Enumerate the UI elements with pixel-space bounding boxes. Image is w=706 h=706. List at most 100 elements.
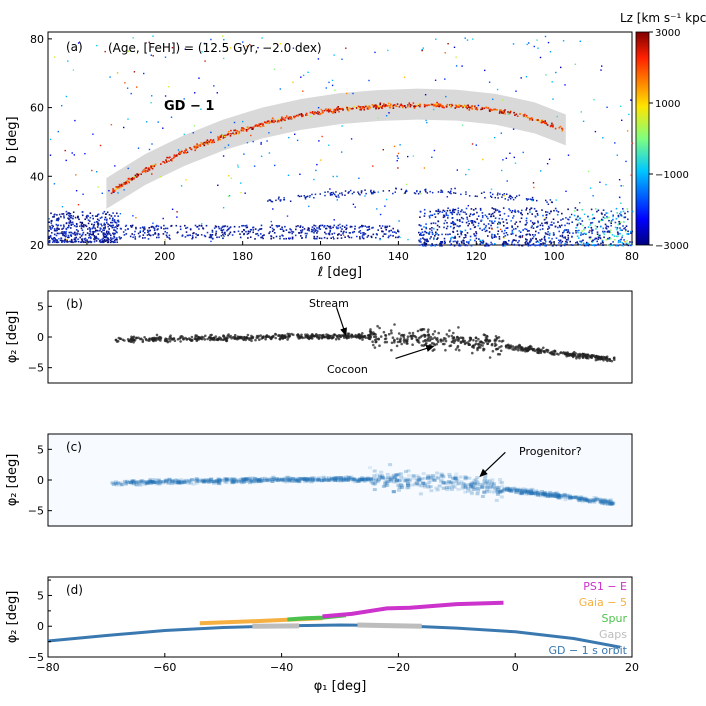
- density-cell: [454, 480, 459, 484]
- stream-star: [156, 338, 160, 341]
- stream-star: [454, 104, 457, 106]
- star-point: [566, 222, 569, 225]
- stream-star: [271, 121, 273, 123]
- star-point: [449, 191, 451, 194]
- star-point: [147, 238, 150, 240]
- density-cell: [243, 477, 248, 481]
- star-point: [260, 155, 263, 157]
- star-point: [421, 49, 423, 52]
- stream-star: [359, 108, 362, 110]
- star-point: [252, 231, 254, 234]
- star-point: [97, 233, 100, 235]
- density-cell: [285, 478, 289, 482]
- density-cell: [475, 476, 480, 480]
- stream-star: [374, 104, 376, 107]
- density-cell: [300, 477, 305, 481]
- density-cell: [407, 479, 412, 483]
- star-point: [619, 241, 622, 243]
- stream-star: [320, 108, 323, 111]
- density-cell: [369, 477, 374, 481]
- stream-star: [169, 334, 172, 338]
- stream-star: [561, 129, 564, 132]
- density-cell: [586, 499, 591, 502]
- density-cell: [388, 478, 393, 482]
- stream-star: [126, 180, 129, 182]
- star-point: [520, 77, 522, 79]
- density-cell: [256, 478, 261, 482]
- stream-star: [259, 123, 262, 125]
- star-point: [432, 222, 435, 224]
- star-point: [146, 121, 148, 123]
- star-point: [95, 237, 98, 240]
- stream-star: [168, 160, 170, 162]
- density-cell: [372, 488, 377, 492]
- star-point: [520, 244, 523, 247]
- star-point: [359, 230, 362, 232]
- star-point: [260, 224, 263, 227]
- density-cell: [304, 477, 309, 481]
- star-point: [544, 242, 546, 245]
- star-point: [526, 233, 528, 236]
- stream-star: [366, 336, 370, 340]
- density-cell: [368, 466, 372, 470]
- density-cell: [294, 478, 299, 482]
- star-point: [299, 225, 302, 227]
- star-point: [446, 225, 449, 228]
- density-cell: [475, 483, 480, 486]
- star-point: [318, 227, 320, 230]
- density-cell: [458, 475, 463, 479]
- star-point: [215, 230, 218, 233]
- stream-star: [227, 133, 230, 135]
- star-point: [117, 215, 119, 217]
- star-point: [163, 228, 165, 230]
- density-cell: [461, 485, 466, 489]
- star-point: [458, 235, 461, 238]
- stream-star: [549, 125, 552, 128]
- star-point: [387, 49, 389, 52]
- star-point: [392, 192, 394, 195]
- density-cell: [526, 490, 530, 494]
- star-point: [579, 217, 581, 220]
- star-point: [62, 227, 65, 230]
- star-point: [602, 137, 604, 139]
- stream-star: [247, 128, 249, 131]
- star-point: [375, 233, 378, 235]
- star-point: [466, 216, 468, 219]
- star-point: [551, 237, 553, 240]
- density-cell: [167, 478, 172, 482]
- density-cell: [543, 492, 547, 496]
- star-point: [354, 225, 356, 228]
- star-point: [144, 237, 146, 239]
- density-cell: [389, 475, 394, 479]
- stream-star: [417, 103, 420, 106]
- star-point: [107, 241, 110, 244]
- stream-star: [504, 113, 506, 115]
- density-cell: [545, 492, 550, 496]
- stream-star: [526, 346, 530, 350]
- stream-band: [106, 88, 566, 209]
- density-cell: [411, 474, 416, 478]
- density-cell: [280, 478, 285, 481]
- star-point: [388, 112, 390, 114]
- star-point: [614, 142, 616, 144]
- density-cell: [201, 480, 206, 484]
- stream-star: [262, 123, 264, 125]
- density-cell: [611, 501, 616, 505]
- star-point: [337, 224, 340, 227]
- star-point: [151, 173, 153, 175]
- star-point: [512, 43, 515, 45]
- stream-star: [271, 117, 274, 120]
- density-cell: [453, 477, 458, 481]
- stream-star: [436, 105, 438, 107]
- star-point: [379, 237, 381, 240]
- star-point: [481, 242, 484, 244]
- density-cell: [302, 478, 307, 482]
- stream-star: [543, 350, 546, 354]
- star-point: [94, 236, 97, 239]
- star-point: [364, 189, 366, 191]
- star-point: [541, 209, 543, 211]
- star-point: [209, 236, 212, 238]
- density-cell: [317, 478, 322, 482]
- stream-star: [429, 338, 432, 341]
- star-point: [50, 228, 52, 231]
